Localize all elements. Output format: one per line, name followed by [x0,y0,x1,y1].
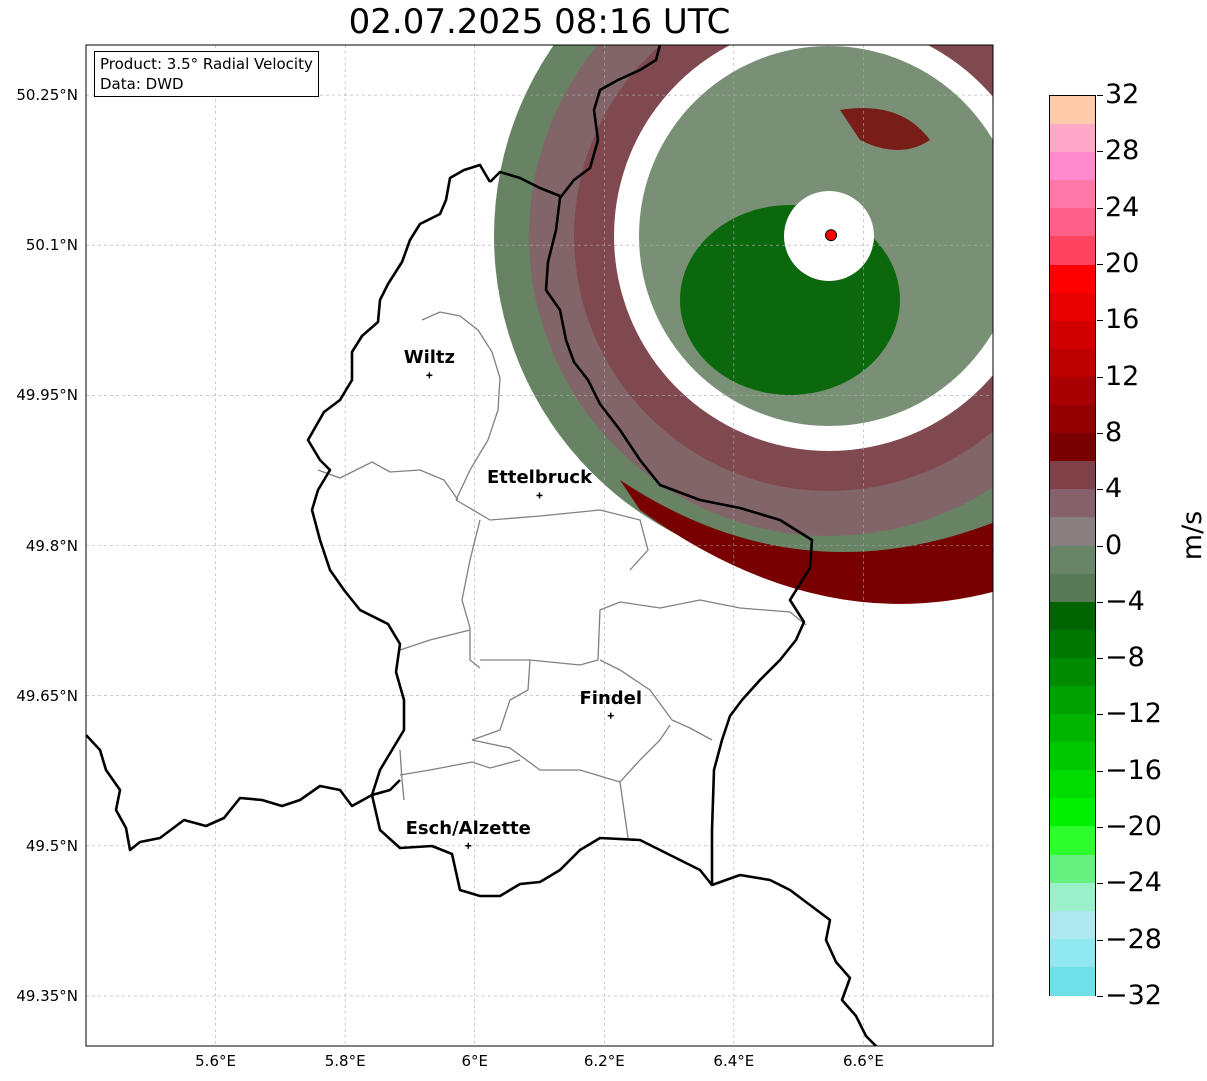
colorbar-tick-label: −4 [1105,585,1145,617]
product-text: Product: 3.5° Radial Velocity [100,55,313,73]
colorbar-segment [1050,826,1095,856]
colorbar-tick [1097,827,1103,829]
gridlines [86,45,993,1046]
colorbar-tick-label: −12 [1105,698,1162,730]
colorbar-tick [1097,95,1103,96]
city-label: Esch/Alzette [405,817,531,839]
colorbar-tick [1097,601,1103,603]
colorbar-tick-label: 8 [1105,416,1123,448]
city-label: Ettelbruck [486,467,593,489]
colorbar-segment [1050,489,1095,518]
colorbar-segment [1050,798,1095,828]
colorbar-tick-label: 12 [1105,360,1140,392]
colorbar-tick-label: −32 [1105,980,1162,1011]
colorbar-segment [1050,236,1095,266]
city-marker [426,372,433,379]
city-label: Findel [579,687,643,709]
colorbar-segment [1050,264,1095,294]
colorbar-tick-label: 4 [1105,473,1123,505]
colorbar-segment [1050,96,1095,125]
colorbar-segment [1050,348,1095,378]
colorbar-segment [1050,376,1095,406]
colorbar-segment [1050,433,1095,462]
colorbar-tick-label: −20 [1105,811,1162,843]
colorbar-tick [1097,432,1103,434]
colorbar-tick [1097,770,1103,772]
lon-tick-label: 6.6°E [843,1052,884,1070]
colorbar-segment [1050,966,1095,996]
colorbar-segment [1050,938,1095,968]
national-borders [86,45,877,1046]
colorbar-segment [1050,882,1095,912]
lon-tick-label: 5.8°E [324,1052,366,1070]
lat-tick-label: 50.25°N [16,86,78,105]
colorbar-unit-label: m/s [1177,510,1207,561]
colorbar-segment [1050,685,1095,715]
colorbar-segment [1050,320,1095,350]
lat-tick-label: 49.8°N [25,536,78,555]
colorbar-tick [1097,151,1103,153]
colorbar-tick [1097,939,1103,941]
colorbar-tick [1097,207,1103,209]
colorbar-tick [1097,263,1103,265]
data-source-text: Data: DWD [100,75,184,93]
colorbar-tick [1097,883,1103,885]
colorbar-tick-label: 28 [1105,135,1140,167]
radar-site-marker [825,229,838,242]
lon-tick-label: 6.2°E [583,1052,625,1070]
colorbar-segment [1050,124,1095,153]
lon-tick-label: 6.4°E [713,1052,755,1070]
lat-tick-label: 49.65°N [16,686,78,705]
city-marker [536,492,543,499]
info-box: Product: 3.5° Radial Velocity Data: DWD [94,51,319,97]
colorbar-tick-label: 32 [1105,79,1140,110]
lat-tick-label: 50.1°N [25,236,78,255]
colorbar-segment [1050,180,1095,209]
colorbar-tick-label: 16 [1105,304,1140,336]
city-marker [465,842,472,849]
colorbar-tick [1097,658,1103,660]
colorbar-segment [1050,910,1095,940]
radar-echo [494,45,993,604]
colorbar-tick [1097,376,1103,378]
colorbar-segment [1050,770,1095,799]
colorbar-segment [1050,573,1095,603]
colorbar-segment [1050,742,1095,771]
colorbar-segment [1050,292,1095,322]
colorbar-tick-label: 0 [1105,529,1123,561]
colorbar-segment [1050,854,1095,884]
colorbar-tick-label: 24 [1105,191,1140,223]
colorbar-tick [1097,545,1103,547]
lat-tick-label: 49.95°N [16,386,78,405]
colorbar-segment [1050,208,1095,238]
colorbar-tick [1097,489,1103,491]
colorbar-segment [1050,714,1095,743]
city-label: Wiltz [403,347,455,369]
colorbar-tick-label: −28 [1105,923,1162,955]
colorbar-tick-label: −24 [1105,867,1162,899]
lon-tick-label: 5.6°E [195,1052,236,1070]
map-title: 02.07.2025 08:16 UTC [348,2,731,42]
colorbar-tick [1097,320,1103,322]
colorbar-tick [1097,996,1103,997]
colorbar-segment [1050,405,1095,434]
lat-tick-label: 49.35°N [16,986,78,1005]
colorbar-segment [1050,517,1095,547]
colorbar-tick-label: 20 [1105,247,1140,279]
colorbar-segment [1050,461,1095,490]
lon-tick-label: 6°E [461,1052,488,1070]
colorbar-tick-label: −8 [1105,642,1145,674]
colorbar-tick [1097,714,1103,716]
colorbar-segment [1050,601,1095,631]
canton-boundaries [317,311,807,839]
colorbar-segment [1050,629,1095,659]
city-marker [607,712,614,719]
velocity-colorbar [1049,95,1096,996]
colorbar-segment [1050,657,1095,687]
colorbar-segment [1050,545,1095,575]
colorbar-segment [1050,152,1095,181]
colorbar-tick-label: −16 [1105,754,1162,786]
lat-tick-label: 49.5°N [25,836,78,855]
